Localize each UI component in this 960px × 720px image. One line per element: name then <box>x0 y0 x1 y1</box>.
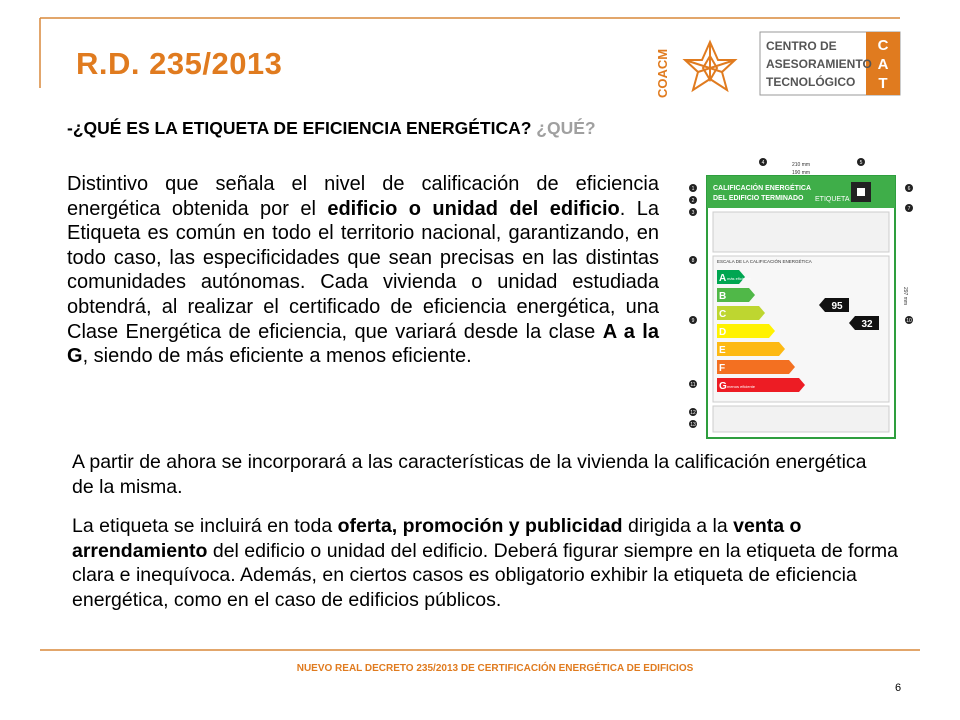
logo-letter: T <box>878 75 887 92</box>
dimension: 297 mm <box>902 287 908 305</box>
text-run: dirigida a la <box>622 515 734 537</box>
registry-box <box>712 405 890 433</box>
marker-dot <box>689 380 697 388</box>
heading-aside: ¿QUÉ? <box>536 118 596 138</box>
dimension: 210 mm <box>792 162 810 168</box>
marker-number: 7 <box>908 206 911 212</box>
class-bar <box>717 324 775 338</box>
marker-dot <box>689 256 697 264</box>
heading: -¿QUÉ ES LA ETIQUETA DE EFICIENCIA ENERG… <box>67 118 596 139</box>
text-run: Distintivo que señala el nivel de califi… <box>67 173 659 220</box>
text-run: La etiqueta se incluirá en toda <box>72 515 338 537</box>
paragraph: La etiqueta se incluirá en toda oferta, … <box>72 514 912 612</box>
class-bar <box>717 378 805 392</box>
class-letter: F <box>719 363 725 374</box>
marker-number: 3 <box>692 210 695 216</box>
marker-dot <box>905 184 913 192</box>
class-letter: E <box>719 345 726 356</box>
marker-dot <box>689 420 697 428</box>
class-note: menos eficiente <box>727 384 756 389</box>
marker-number: 6 <box>908 186 911 192</box>
class-bar <box>717 288 755 302</box>
text-run: del edificio o unidad del edificio. Debe… <box>72 539 898 611</box>
marker-number: 13 <box>690 422 696 428</box>
bold-run: venta o arrendamiento <box>72 515 802 562</box>
class-bar <box>717 342 785 356</box>
rating-value: 95 <box>831 301 843 312</box>
bold-run: oferta, promoción y publicidad <box>337 515 623 537</box>
page-number: 6 <box>895 682 902 694</box>
heading-text: -¿QUÉ ES LA ETIQUETA DE EFICIENCIA ENERG… <box>67 118 532 138</box>
logo-line: TECNOLÓGICO <box>766 74 855 89</box>
marker-number: 4 <box>762 160 765 166</box>
logo-line: CENTRO DE <box>766 39 837 53</box>
logo-line: ASESORAMIENTO <box>766 57 872 71</box>
logo-letter: A <box>878 56 889 73</box>
bold-run: edificio o unidad del edificio <box>327 197 620 220</box>
rating-arrow <box>849 316 879 330</box>
bold-run: A a la G <box>67 320 659 368</box>
rating-value: 32 <box>861 319 873 330</box>
marker-dot <box>689 196 697 204</box>
rating-arrow <box>819 298 849 312</box>
class-letter: C <box>719 309 726 320</box>
marker-dot <box>689 184 697 192</box>
class-letter: G <box>719 381 727 392</box>
marker-dot <box>759 158 767 166</box>
paragraph: A partir de ahora se incorporará a las c… <box>72 450 872 499</box>
energy-label: CALIFICACIÓN ENERGÉTICA DEL EDIFICIO TER… <box>689 158 913 439</box>
label-title: CALIFICACIÓN ENERGÉTICA <box>713 183 811 192</box>
label-title: DEL EDIFICIO TERMINADO <box>713 195 804 202</box>
paragraph: Distintivo que señala el nivel de califi… <box>67 172 659 369</box>
logo-letter: C <box>878 37 889 54</box>
marker-dot <box>689 316 697 324</box>
class-letter: D <box>719 327 726 338</box>
marker-dot <box>905 316 913 324</box>
text-run: A partir de ahora se incorporará a las c… <box>72 451 867 498</box>
marker-number: 10 <box>906 318 912 324</box>
marker-number: 5 <box>860 160 863 166</box>
dimension: 190 mm <box>792 170 810 176</box>
logo-star <box>682 39 738 93</box>
logo-cat-band <box>866 32 900 95</box>
text-run: . La Etiqueta es común en todo el territ… <box>67 197 660 343</box>
footer: NUEVO REAL DECRETO 235/2013 DE CERTIFICA… <box>296 663 694 674</box>
class-letter: A <box>719 273 726 284</box>
qr-code <box>857 188 865 196</box>
class-note: más eficiente <box>727 276 751 281</box>
marker-number: 2 <box>692 198 695 204</box>
logo-coacm: COACM <box>655 49 670 98</box>
label-tag: ETIQUETA <box>815 196 850 203</box>
marker-dot <box>857 158 865 166</box>
marker-dot <box>689 208 697 216</box>
marker-dot <box>905 204 913 212</box>
title: R.D. 235/2013 <box>76 46 283 81</box>
marker-number: 8 <box>692 258 695 264</box>
class-letter: B <box>719 291 726 302</box>
class-bar <box>717 306 765 320</box>
class-bar <box>717 360 795 374</box>
marker-number: 9 <box>692 318 695 324</box>
text-run: , siendo de más eficiente a menos eficie… <box>82 345 472 368</box>
scale-title: ESCALA DE LA CALIFICACIÓN ENERGÉTICA <box>717 258 812 264</box>
marker-dot <box>689 408 697 416</box>
class-bar <box>717 270 745 284</box>
marker-number: 1 <box>692 186 695 192</box>
marker-number: 11 <box>690 382 695 388</box>
data-box <box>712 211 890 253</box>
marker-number: 12 <box>690 410 696 416</box>
